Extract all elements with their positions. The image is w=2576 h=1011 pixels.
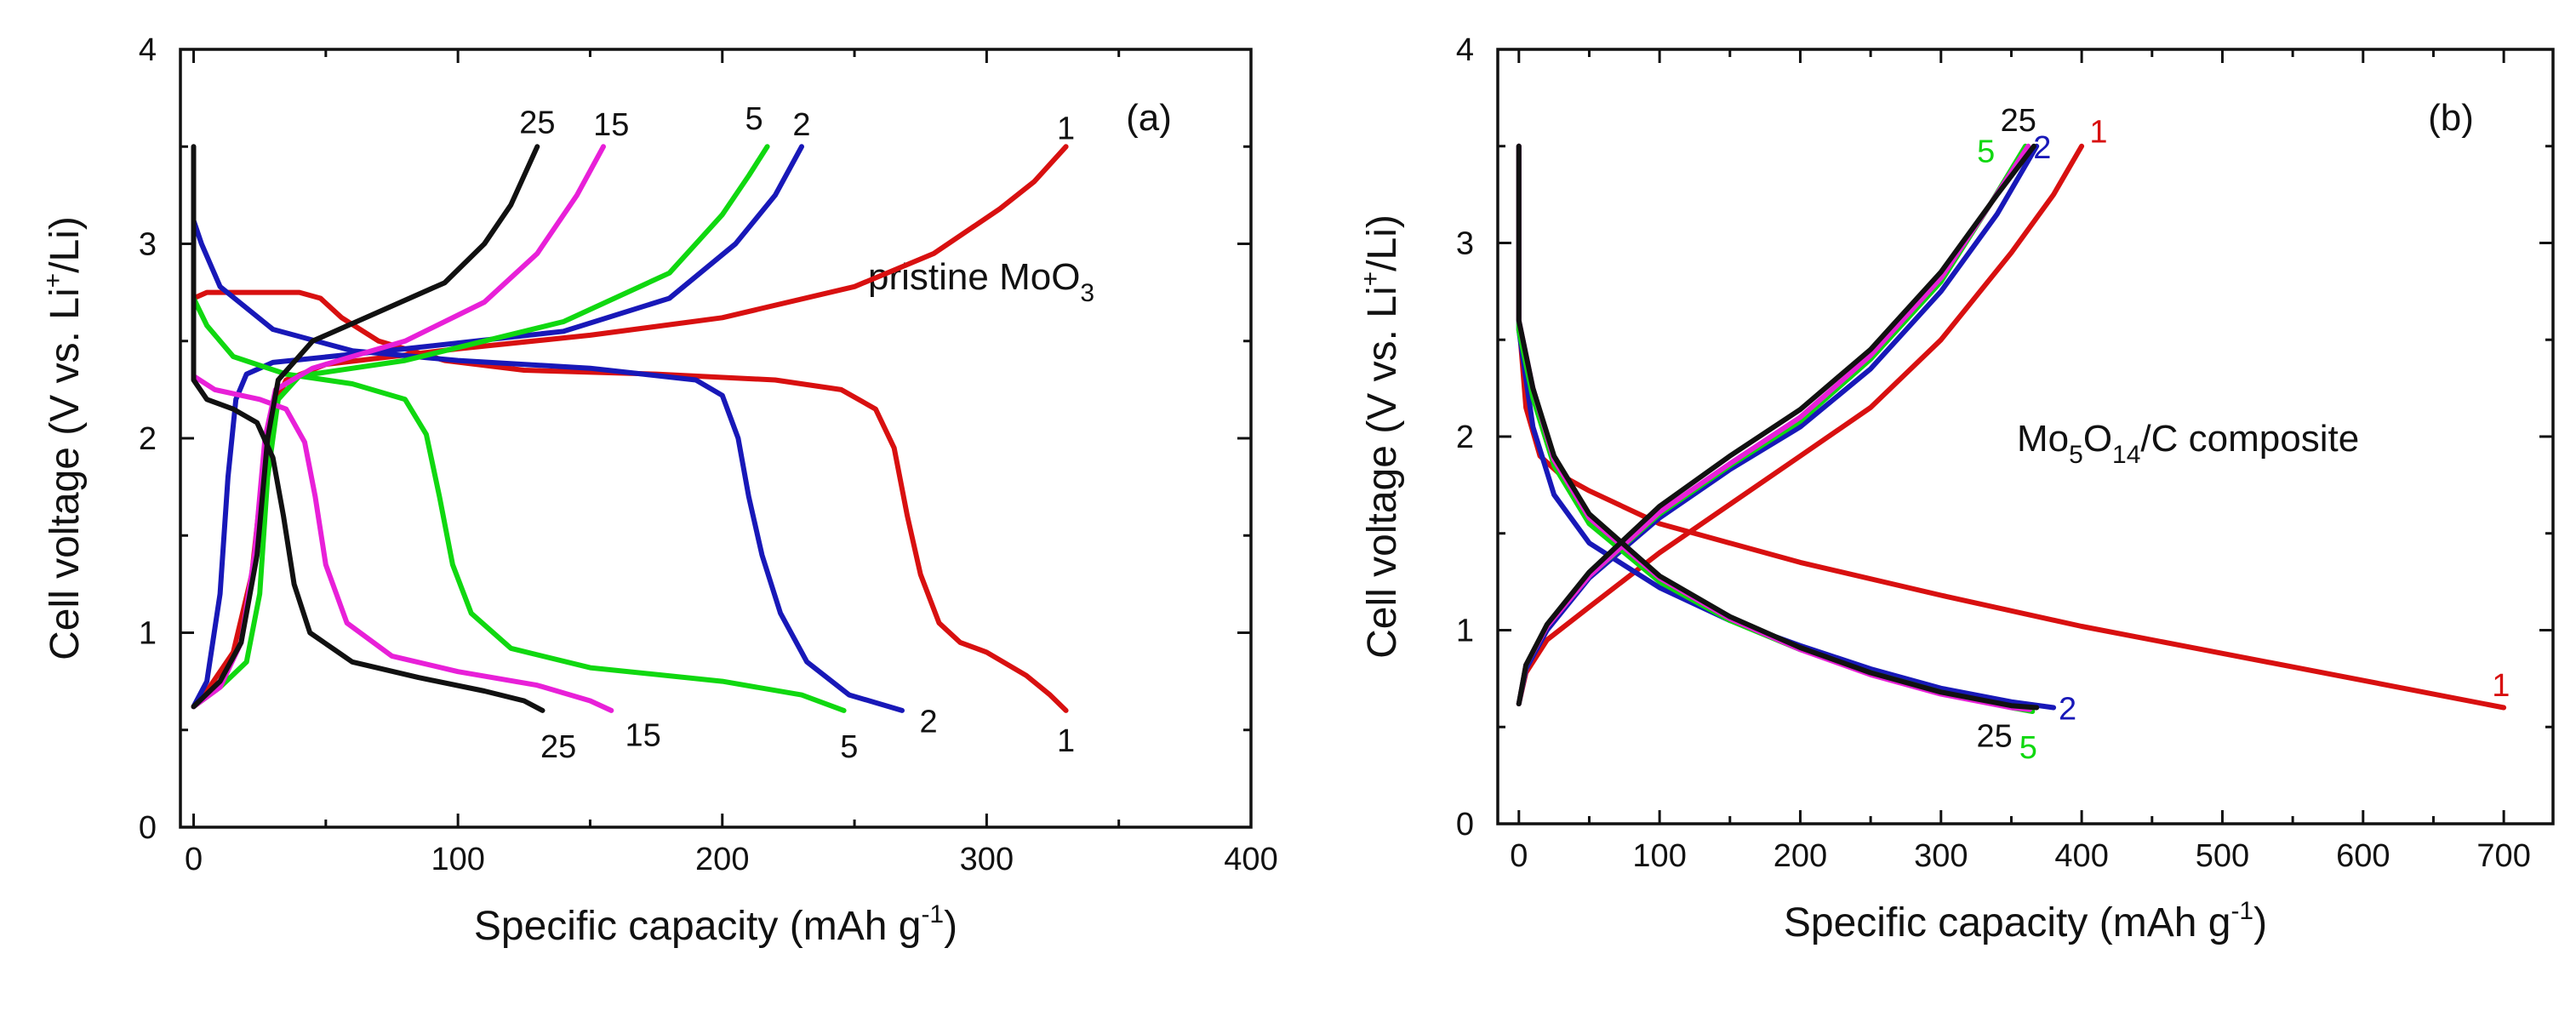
panel-a-y-tick-label: 3 (139, 227, 157, 263)
panel-a-series-25-charge-curve (191, 144, 540, 710)
panel-a-y-axis-title: Cell voltage (V vs. Li+/Li) (39, 216, 88, 660)
panel-b-series-5-discharge-curve (1516, 143, 2036, 714)
panel-b-x-tick-label: 300 (1914, 838, 1968, 874)
panel-a-series-2-charge-label: 2 (792, 107, 810, 143)
panel-a-series-1-discharge-curve (191, 289, 1069, 713)
panel-a-series-15-charge-label: 15 (593, 107, 629, 143)
panel-a-series-25-discharge-label: 25 (540, 729, 576, 765)
panel-a-x-tick-label: 100 (431, 842, 484, 877)
panel-b-series-2-discharge-label: 2 (2059, 692, 2076, 728)
panel-b-series-25-charge-curve (1516, 143, 2036, 706)
panel-b-x-tick-label: 400 (2054, 838, 2108, 874)
panel-a-x-tick-label: 0 (185, 842, 203, 877)
panel-b-panel-label: (b) (2428, 97, 2474, 139)
panel-a-series-5-charge-label: 5 (745, 101, 763, 137)
panel-b-series-2-charge-label: 2 (2033, 130, 2051, 166)
panel-a-series-2-discharge-label: 2 (919, 704, 937, 740)
panel-a-series-25-discharge-curve (191, 144, 545, 713)
panel-a-plot-frame (179, 48, 1253, 829)
panel-a-series-2-charge-curve (191, 144, 804, 710)
panel-b-series-5-charge-label: 5 (1977, 134, 1995, 169)
panel-b-series-5-discharge-label: 5 (2019, 730, 2037, 766)
panel-b-x-tick-label: 100 (1632, 838, 1686, 874)
panel-a-series-5-discharge-curve (191, 295, 847, 713)
panel-a-y-tick-label: 4 (139, 32, 157, 68)
panel-b-series-1-charge-label: 1 (2089, 115, 2107, 151)
panel-b-x-tick-label: 700 (2476, 838, 2530, 874)
panel-b-series-25-charge-label: 25 (2001, 103, 2036, 139)
panel-b-y-tick-label: 4 (1456, 32, 1474, 68)
panel-a-x-tick-label: 200 (695, 842, 749, 877)
panel-b-x-axis-title: Specific capacity (mAh g-1) (1784, 897, 2267, 945)
panel-a-material-annotation: pristine MoO3 (868, 256, 1094, 307)
panel-a-y-tick-label: 1 (139, 616, 157, 652)
panel-a-x-tick-label: 300 (960, 842, 1014, 877)
panel-a-x-axis-title: Specific capacity (mAh g-1) (474, 900, 957, 949)
panel-b-series-1-discharge-label: 1 (2492, 668, 2510, 704)
panel-a-x-tick-label: 400 (1224, 842, 1277, 877)
panel-a-series-1-charge-label: 1 (1057, 111, 1075, 146)
panel-a-series-5-discharge-label: 5 (840, 729, 858, 765)
panel-b-material-annotation: Mo5O14/C composite (2017, 418, 2359, 469)
panel-b-series-25-discharge-curve (1516, 143, 2040, 711)
panel-a-series-1-charge-curve (191, 144, 1069, 710)
panel-a-series-15-discharge-curve (191, 373, 614, 713)
panel-b-series-1-discharge-curve (1516, 143, 2507, 711)
panel-b-chart: 0 100 200 300 400 500 600 700 0 1 2 3 4 Specific capa… (1357, 32, 2555, 945)
panel-a-series-1-discharge-label: 1 (1057, 723, 1075, 759)
panel-b-series-1-charge-curve (1516, 143, 2085, 706)
panel-b-y-tick-label: 3 (1456, 226, 1474, 262)
panel-b-x-tick-label: 600 (2336, 838, 2390, 874)
panel-a-series-25-charge-label: 25 (519, 106, 555, 141)
panel-a-series-2-discharge-curve (191, 218, 905, 713)
panel-b-y-tick-label: 2 (1456, 420, 1474, 455)
panel-a-series-15-discharge-label: 15 (625, 717, 660, 753)
panel-b-x-tick-label: 0 (1510, 838, 1528, 874)
panel-b-y-tick-label: 1 (1456, 614, 1474, 649)
panel-b-series-2-discharge-curve (1516, 143, 2057, 711)
panel-b-x-tick-label: 200 (1773, 838, 1827, 874)
panel-a-panel-label: (a) (1126, 97, 1172, 139)
panel-b-series-25-discharge-label: 25 (1976, 718, 2012, 754)
panel-a-y-tick-label: 0 (139, 810, 157, 846)
panel-b-y-tick-label: 0 (1456, 807, 1474, 842)
panel-b-x-tick-label: 500 (2196, 838, 2249, 874)
panel-b-y-axis-title: Cell voltage (V vs. Li+/Li) (1357, 214, 1405, 659)
panel-a-chart: 0 100 200 300 400 0 1 2 3 4 Specific capacity (mAh… (39, 32, 1278, 949)
panel-a-y-tick-label: 2 (139, 421, 157, 457)
